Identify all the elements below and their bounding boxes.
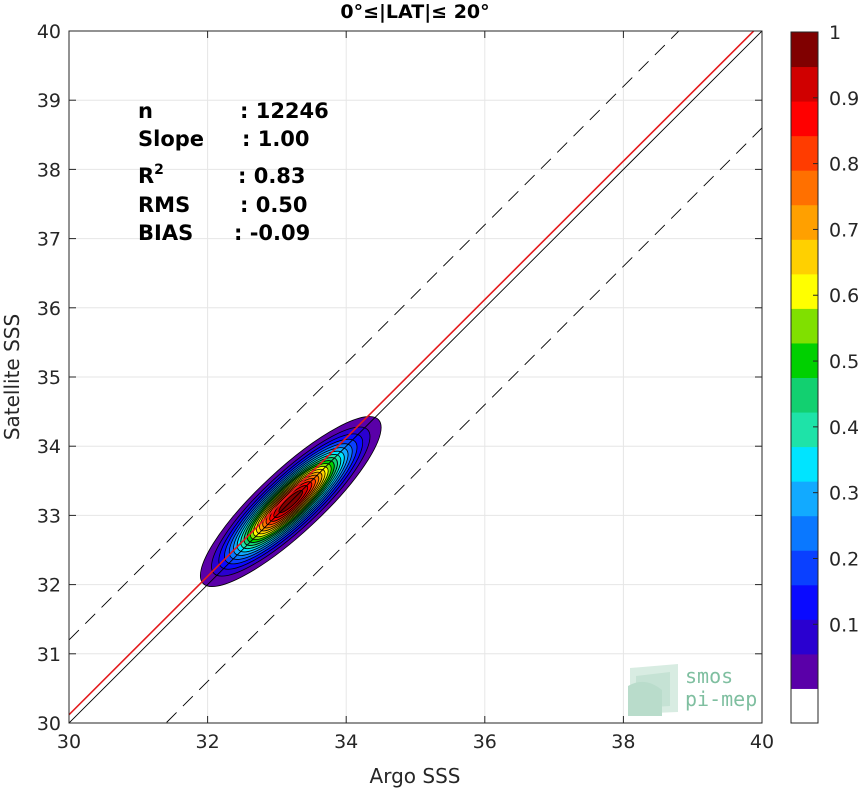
y-axis-label: Satellite SSS: [0, 314, 24, 440]
x-tick-label: 36: [473, 731, 497, 753]
lower-bound-line: [165, 127, 762, 723]
colorbar-segment: [791, 342, 818, 378]
upper-bound-line: [69, 31, 680, 641]
colorbar-segment: [791, 308, 818, 344]
stat-label: Slope: [138, 127, 204, 151]
colorbar-segment: [791, 239, 818, 275]
regression-line: [69, 31, 755, 716]
y-tick-label: 31: [37, 644, 61, 666]
stat-value: : -0.09: [234, 221, 310, 245]
colorbar-segment: [791, 481, 818, 517]
colorbar-segment: [791, 550, 818, 586]
colorbar-segment: [791, 170, 818, 206]
y-tick-label: 30: [37, 713, 61, 735]
x-axis-label: Argo SSS: [370, 764, 461, 788]
x-tick-label: 34: [334, 731, 358, 753]
stat-label: n: [138, 99, 153, 123]
colorbar-segment: [791, 273, 818, 309]
one-to-one-line: [69, 31, 762, 723]
colorbar-segment: [791, 688, 818, 724]
colorbar-segment: [791, 204, 818, 240]
watermark-logo: smos pi-mep: [628, 664, 757, 716]
x-tick-label: 40: [750, 731, 774, 753]
colorbar-tick-label: 0.9: [829, 88, 858, 110]
colorbar-segment: [791, 653, 818, 689]
watermark-line2: pi-mep: [685, 687, 757, 711]
y-tick-label: 39: [37, 90, 61, 112]
colorbar-tick-label: 0.6: [829, 285, 858, 307]
colorbar-tick-label: 0.8: [829, 154, 858, 176]
colorbar-segment: [791, 515, 818, 551]
x-tick-label: 30: [57, 731, 81, 753]
chart-title: 0°≤|LAT|≤ 20°: [340, 1, 489, 23]
colorbar: 0.1 0.2 0.3 0.4 0.5 0.6 0.7 0.8 0.9 1: [790, 22, 858, 724]
y-tick-label: 35: [37, 367, 61, 389]
grid-lines: [68, 30, 763, 724]
colorbar-tick-label: 0.1: [829, 614, 858, 636]
y-tick-label: 34: [37, 436, 61, 458]
colorbar-segment: [791, 101, 818, 137]
stat-value: : 1.00: [242, 127, 310, 151]
colorbar-segment: [791, 377, 818, 413]
reference-lines: [69, 31, 762, 723]
colorbar-segment: [791, 619, 818, 655]
x-tick-label: 32: [196, 731, 220, 753]
colorbar-tick-label: 0.7: [829, 219, 858, 241]
y-tick-label: 40: [37, 21, 61, 43]
colorbar-tick-label: 0.5: [829, 351, 858, 373]
y-tick-label: 38: [37, 159, 61, 181]
colorbar-segment: [791, 135, 818, 171]
colorbar-segment: [791, 584, 818, 620]
colorbar-tick-label: 0.2: [829, 548, 858, 570]
colorbar-segment: [791, 66, 818, 102]
y-tick-label: 36: [37, 298, 61, 320]
x-tick-label: 38: [611, 731, 635, 753]
y-tick-label: 37: [37, 229, 61, 251]
watermark-graphic: [628, 664, 678, 716]
colorbar-tick-label: 1: [829, 22, 841, 44]
colorbar-frame: [790, 31, 819, 724]
colorbar-tick-label: 0.3: [829, 483, 858, 505]
stat-value: : 12246: [240, 99, 329, 123]
x-axis-ticks: 30 32 34 36 38 40: [57, 31, 774, 753]
colorbar-segment: [791, 32, 818, 68]
y-tick-label: 33: [37, 505, 61, 527]
y-axis-ticks: 30 31 32 33 34 35 36 37 38 39 40: [37, 21, 762, 735]
colorbar-segment: [791, 446, 818, 482]
stat-label: BIAS: [138, 221, 193, 245]
y-tick-label: 32: [37, 575, 61, 597]
colorbar-tick-label: 0.4: [829, 417, 858, 439]
colorbar-segment: [791, 412, 818, 448]
stat-value: : 0.83: [238, 164, 306, 188]
watermark-line1: smos: [685, 664, 733, 688]
stat-label: RMS: [138, 193, 190, 217]
stat-value: : 0.50: [240, 193, 308, 217]
